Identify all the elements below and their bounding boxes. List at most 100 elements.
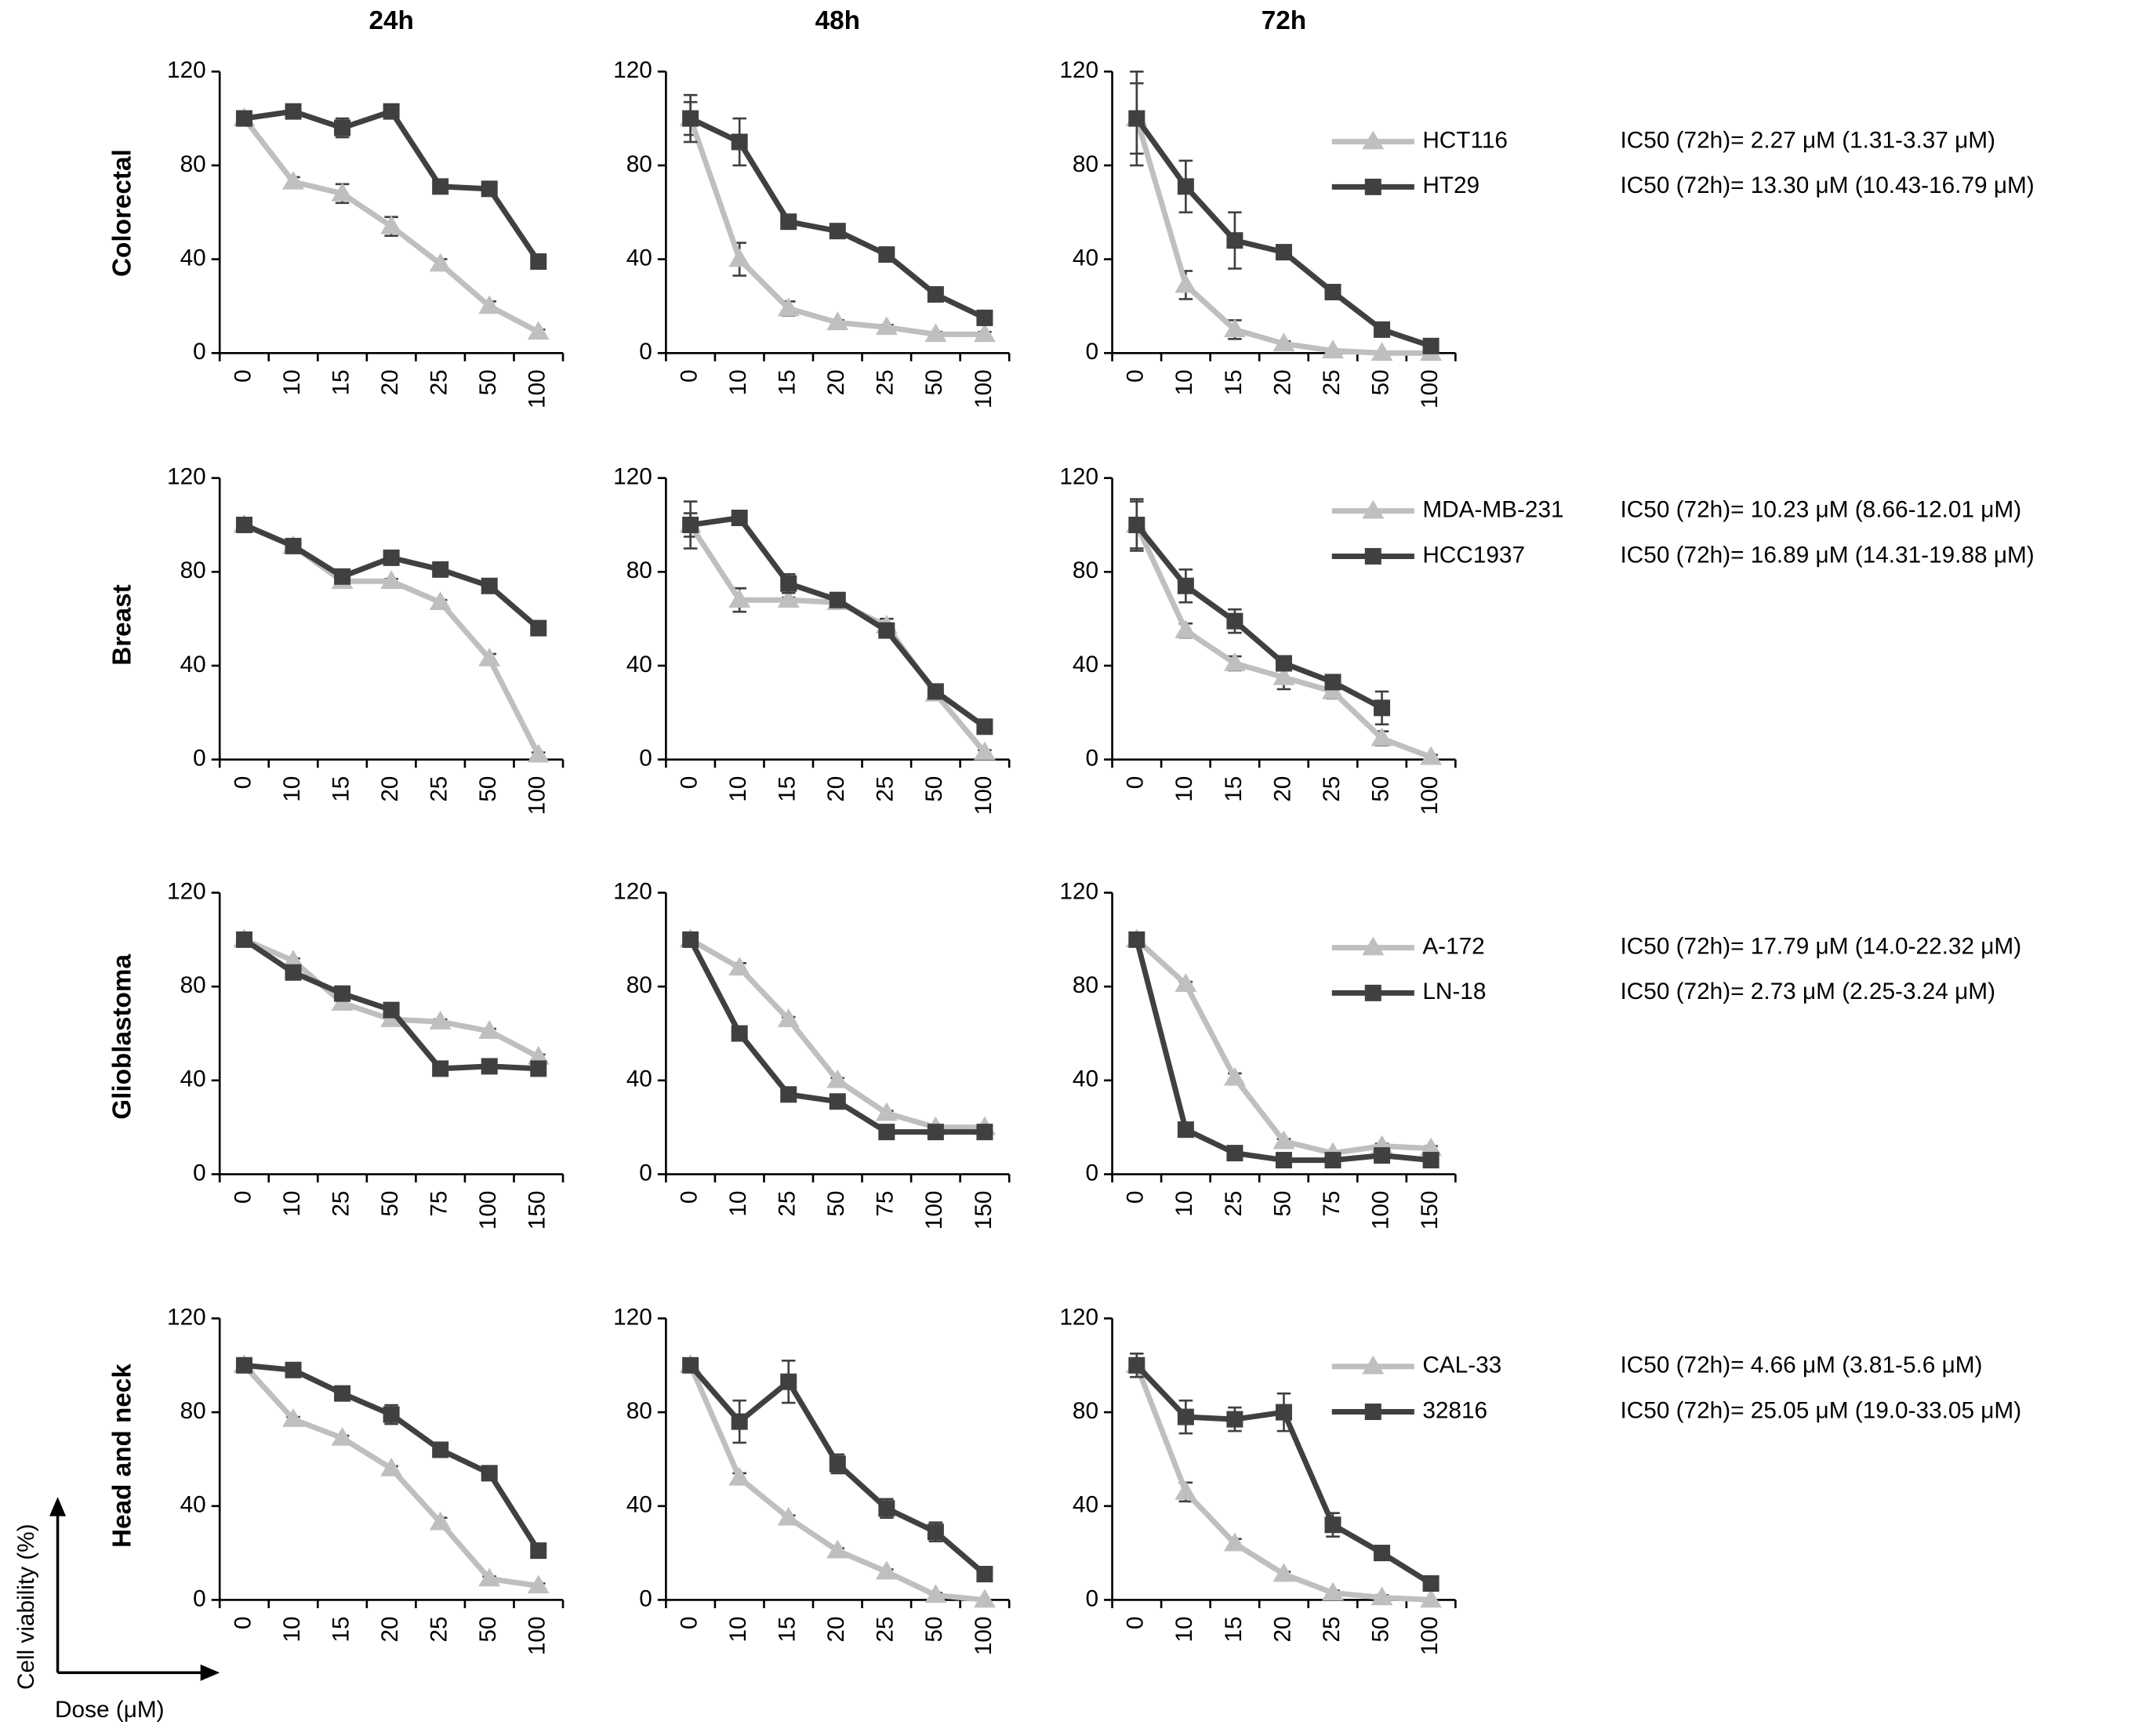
marker-square <box>780 575 797 592</box>
x-tick-label: 10 <box>1171 1616 1197 1642</box>
panel: 0 40 80 120 0 10 25 50 75 100 150 <box>167 878 565 1229</box>
y-tick-label: 0 <box>639 339 652 365</box>
marker-triangle <box>728 957 751 976</box>
y-tick-label: 40 <box>180 1066 206 1092</box>
legend-label: 32816 <box>1422 1397 1487 1423</box>
marker-square <box>731 1413 748 1430</box>
panel: 0 40 80 120 0 10 15 20 25 50 100 <box>167 57 565 409</box>
x-tick-label: 10 <box>1171 776 1197 802</box>
marker-square <box>1374 1147 1391 1164</box>
marker-square <box>432 561 449 578</box>
panel: 0 40 80 120 0 10 15 20 25 50 100 <box>613 57 1011 409</box>
y-tick-label: 40 <box>626 1492 652 1518</box>
marker-square <box>1226 232 1244 249</box>
y-tick-label: 80 <box>180 557 206 583</box>
marker-triangle <box>527 321 550 340</box>
ic50-annotation: IC50 (72h)= 10.23 μM (8.66-12.01 μM) <box>1621 497 2022 523</box>
marker-square <box>334 119 351 136</box>
marker-square <box>780 213 797 231</box>
marker-square <box>682 110 699 127</box>
marker-square <box>383 549 400 566</box>
ic50-annotation: IC50 (72h)= 16.89 μM (14.31-19.88 μM) <box>1621 542 2035 568</box>
x-tick-label: 15 <box>775 776 801 802</box>
x-tick-label: 25 <box>328 1191 354 1217</box>
y-tick-label: 80 <box>180 1398 206 1424</box>
x-tick-label: 0 <box>1123 1191 1149 1204</box>
x-tick-label: 100 <box>1417 1616 1443 1655</box>
x-tick-label: 0 <box>230 1191 256 1204</box>
marker-triangle <box>1273 666 1295 685</box>
x-tick-label: 20 <box>823 776 849 802</box>
x-tick-label: 50 <box>377 1191 403 1217</box>
x-tick-label: 25 <box>873 1616 899 1642</box>
x-tick-label: 100 <box>525 1616 550 1655</box>
y-tick-label: 120 <box>1059 463 1098 489</box>
x-tick-label: 0 <box>677 776 703 790</box>
x-tick-label: 100 <box>1417 369 1443 409</box>
marker-triangle <box>1175 973 1197 993</box>
marker-square <box>1275 655 1292 672</box>
y-tick-label: 80 <box>626 557 652 583</box>
x-tick-label: 10 <box>279 1616 305 1642</box>
x-tick-label: 25 <box>873 776 899 802</box>
marker-square <box>1226 612 1244 630</box>
legend-label: HCT116 <box>1422 127 1508 153</box>
legend-label: CAL-33 <box>1422 1353 1501 1378</box>
marker-triangle <box>478 1567 501 1587</box>
y-tick-label: 80 <box>1073 972 1098 998</box>
y-tick-label: 0 <box>639 746 652 772</box>
marker-square <box>235 110 252 127</box>
ic50-annotation: IC50 (72h)= 2.27 μM (1.31-3.37 μM) <box>1621 127 1996 153</box>
marker-triangle <box>429 1511 452 1531</box>
y-tick-label: 80 <box>180 972 206 998</box>
marker-square <box>383 103 400 120</box>
ic50-annotation: IC50 (72h)= 13.30 μM (10.43-16.79 μM) <box>1621 173 2035 198</box>
marker-square <box>235 931 252 948</box>
legend-label: A-172 <box>1422 933 1484 959</box>
legend-label: MDA-MB-231 <box>1422 497 1563 523</box>
x-tick-label: 100 <box>971 1616 997 1655</box>
marker-square <box>1324 1152 1342 1169</box>
marker-triangle <box>478 1020 501 1039</box>
marker-square <box>1364 1403 1381 1421</box>
marker-square <box>878 622 895 639</box>
marker-triangle <box>875 1102 898 1121</box>
x-tick-label: 25 <box>427 776 452 802</box>
x-tick-label: 75 <box>1319 1191 1345 1217</box>
marker-square <box>682 1356 699 1374</box>
marker-square <box>530 1542 547 1560</box>
x-tick-label: 20 <box>377 1616 403 1642</box>
marker-square <box>976 718 993 735</box>
panel: 0 40 80 120 0 10 25 50 75 100 150 A-172 LN-18 IC50 (7… <box>1059 878 2021 1229</box>
marker-triangle <box>826 1539 849 1559</box>
x-tick-label: 50 <box>921 776 947 802</box>
marker-square <box>1177 577 1194 594</box>
marker-square <box>1275 244 1292 261</box>
y-tick-label: 0 <box>1085 339 1098 365</box>
marker-triangle <box>1362 130 1385 150</box>
y-tick-label: 40 <box>180 1492 206 1518</box>
x-tick-label: 50 <box>921 369 947 395</box>
marker-square <box>1177 178 1194 195</box>
series-line <box>1134 523 1432 760</box>
y-tick-label: 0 <box>193 1585 206 1611</box>
marker-square <box>731 1025 748 1042</box>
marker-triangle <box>380 1457 403 1476</box>
marker-triangle <box>1371 727 1393 746</box>
y-tick-label: 80 <box>626 972 652 998</box>
marker-square <box>285 1361 302 1378</box>
x-tick-label: 100 <box>525 369 550 409</box>
x-tick-label: 100 <box>921 1191 947 1230</box>
x-tick-label: 50 <box>1367 1616 1393 1642</box>
x-tick-label: 20 <box>377 369 403 395</box>
marker-triangle <box>826 1069 849 1088</box>
x-tick-label: 10 <box>1171 1191 1197 1217</box>
marker-square <box>481 180 498 198</box>
marker-triangle <box>777 297 800 317</box>
x-tick-label: 50 <box>1367 369 1393 395</box>
marker-square <box>1275 1152 1292 1169</box>
series-line <box>1134 117 1432 349</box>
y-tick-label: 40 <box>626 652 652 677</box>
marker-triangle <box>380 570 403 590</box>
x-tick-label: 0 <box>230 1616 256 1629</box>
